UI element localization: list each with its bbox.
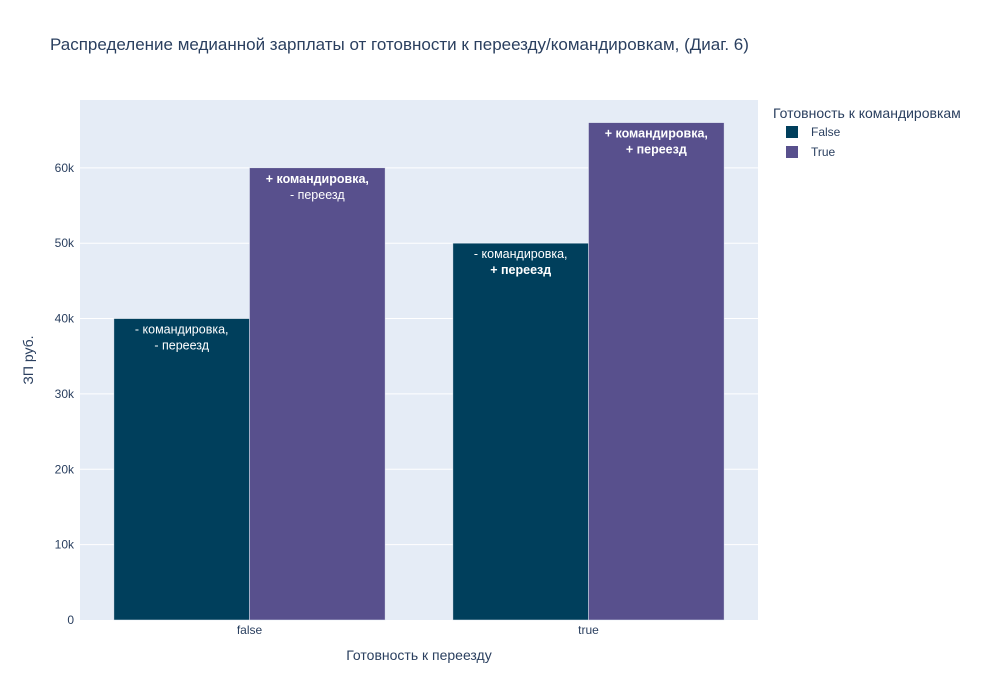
- legend-title: Готовность к командировкам: [773, 105, 961, 121]
- y-tick-label: 40k: [55, 312, 75, 326]
- y-tick-label: 50k: [55, 236, 75, 250]
- x-axis-title: Готовность к переезду: [346, 647, 491, 663]
- legend-item-false[interactable]: False: [811, 125, 841, 139]
- bar-true-false: [250, 168, 386, 620]
- chart-title: Распределение медианной зарплаты от гото…: [50, 35, 749, 54]
- bar-label: - переезд: [290, 188, 345, 202]
- bar-false-true: [453, 243, 589, 620]
- x-tick-label: true: [578, 623, 599, 637]
- bar-true-true: [589, 123, 725, 620]
- legend-item-true[interactable]: True: [811, 145, 836, 159]
- bar-label: - командировка,: [474, 247, 568, 261]
- bar-label: - командировка,: [135, 323, 229, 337]
- x-tick-label: false: [237, 623, 263, 637]
- y-tick-label: 30k: [55, 387, 75, 401]
- y-axis-title: ЗП руб.: [20, 335, 36, 384]
- legend-swatch-false[interactable]: [786, 126, 798, 138]
- bar-label: + переезд: [490, 263, 551, 277]
- bar-label: - переезд: [154, 339, 209, 353]
- bar-label: + командировка,: [605, 127, 708, 141]
- y-tick-label: 60k: [55, 161, 75, 175]
- y-tick-label: 20k: [55, 462, 75, 476]
- legend-swatch-true[interactable]: [786, 146, 798, 158]
- bar-label: + командировка,: [266, 172, 369, 186]
- y-tick-label: 10k: [55, 538, 75, 552]
- legend: Готовность к командировкам False True: [773, 105, 961, 159]
- bar-false-false: [114, 319, 250, 620]
- bar-label: + переезд: [626, 143, 687, 157]
- y-tick-label: 0: [67, 613, 74, 627]
